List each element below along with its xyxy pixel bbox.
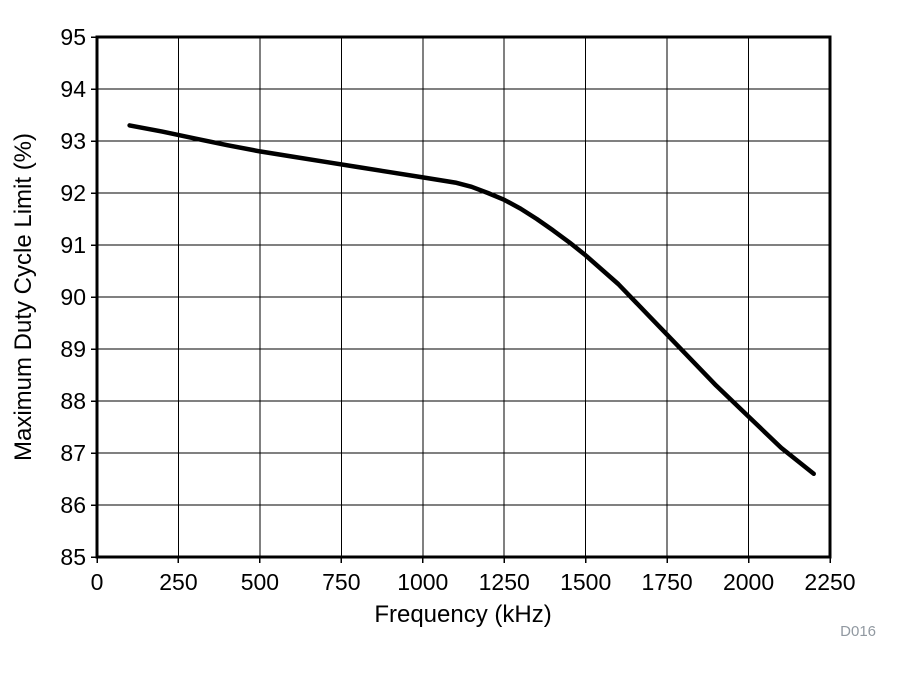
x-tick-label: 2250 bbox=[804, 569, 855, 595]
x-tick-label: 1750 bbox=[642, 569, 693, 595]
x-tick-label: 750 bbox=[322, 569, 360, 595]
y-tick-label: 95 bbox=[60, 24, 86, 50]
y-tick-label: 88 bbox=[60, 388, 86, 414]
series-line-max-duty-cycle bbox=[127, 123, 816, 477]
y-axis-title: Maximum Duty Cycle Limit (%) bbox=[10, 133, 37, 461]
x-axis-title: Frequency (kHz) bbox=[374, 601, 551, 628]
y-tick-label: 86 bbox=[60, 492, 86, 518]
x-tick-label: 2000 bbox=[723, 569, 774, 595]
x-tick-label: 1500 bbox=[560, 569, 611, 595]
y-tick-label: 91 bbox=[60, 232, 86, 258]
x-tick-label: 1250 bbox=[479, 569, 530, 595]
y-tick-label: 85 bbox=[60, 544, 86, 570]
figure-id-tag: D016 bbox=[840, 623, 876, 640]
y-tick-label: 93 bbox=[60, 128, 86, 154]
y-tick-label: 90 bbox=[60, 284, 86, 310]
y-tick-label: 87 bbox=[60, 440, 86, 466]
x-tick-label: 1000 bbox=[397, 569, 448, 595]
plot-area: 0 250 500 750 1000 1250 1500 1750 2000 2250 85 86 87… bbox=[60, 24, 855, 595]
plot-border bbox=[95, 35, 832, 559]
y-tick-label: 94 bbox=[60, 76, 86, 102]
y-tick-label: 92 bbox=[60, 180, 86, 206]
x-tick-label: 250 bbox=[159, 569, 197, 595]
x-tick-label: 0 bbox=[91, 569, 104, 595]
y-tick-label: 89 bbox=[60, 336, 86, 362]
x-tick-label: 500 bbox=[241, 569, 279, 595]
